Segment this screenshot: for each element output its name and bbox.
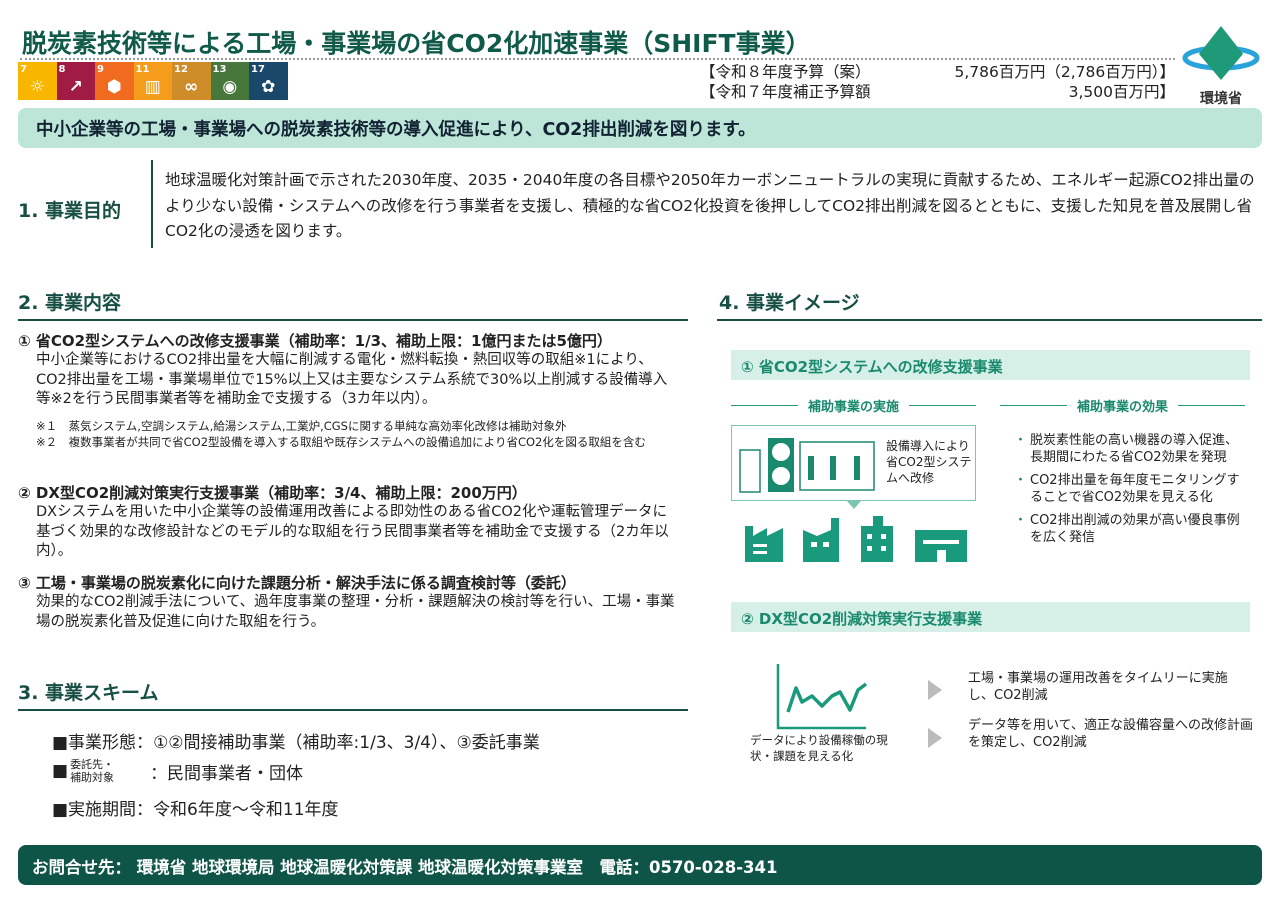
budget-label-r7: 【令和７年度補正予算額 <box>700 83 871 101</box>
sdg-goal-12: 12 ∞ <box>172 62 211 100</box>
building-icon <box>861 516 893 562</box>
sdg-goal-17: 17 ✿ <box>249 62 288 100</box>
left-subheading-text: 補助事業の実施 <box>808 400 900 415</box>
image-box2-title: ② DX型CO2削減対策実行支援事業 <box>731 602 1250 632</box>
dx-result-1: 工場・事業場の運用改善をタイムリーに実施し、CO2削減 <box>968 671 1228 703</box>
mountain-logo-icon <box>1182 26 1260 80</box>
content-item-title: ③ 工場・事業場の脱炭素化に向けた課題分析・解決手法に係る調査検討等（委託） <box>18 574 576 592</box>
content-item-2: ② DX型CO2削減対策実行支援事業（補助率：3/4、補助上限：200万円） D… <box>18 482 678 562</box>
purpose-divider <box>151 160 153 248</box>
contact-footer: お問合せ先： 環境省 地球環境局 地球温暖化対策課 地球温暖化対策事業室 電話：… <box>18 845 1262 885</box>
effect-item: CO2排出量を毎年度モニタリングすることで省CO2効果を見える化 <box>1014 472 1241 506</box>
purpose-text: 地球温暖化対策計画で示された2030年度、2035・2040年度の各目標や205… <box>165 171 1255 240</box>
scheme-label: 委託先・ 補助対象 <box>68 758 150 784</box>
sdg-number: 12 <box>174 64 188 75</box>
sun-icon: ☼ <box>29 77 45 97</box>
city-icon: ▥ <box>144 77 161 97</box>
image-divider <box>717 319 1262 321</box>
callout-text: 設備導入により省CO2型システムへ改修 <box>886 439 972 485</box>
growth-chart-icon: ↗ <box>68 77 83 97</box>
infinity-icon: ∞ <box>184 77 199 97</box>
sdg-number: 13 <box>212 64 227 75</box>
image-box1-title: ① 省CO2型システムへの改修支援事業 <box>731 350 1250 380</box>
sdg-number: 11 <box>135 64 150 75</box>
scheme-label-a: 委託先・ <box>70 758 115 771</box>
scheme-row-period: ■実施期間：令和6年度～令和11年度 <box>52 795 339 820</box>
sdg-goal-11: 11 ▥ <box>133 62 172 100</box>
title-divider <box>20 58 1175 60</box>
equipment-callout: 設備導入により省CO2型システムへ改修 <box>731 425 976 509</box>
scheme-label: ■事業形態： <box>52 733 154 753</box>
arrow-right-icon <box>928 728 942 748</box>
effect-item: CO2排出削減の効果が高い優良事例を広く発信 <box>1014 512 1241 546</box>
sdg-icons: 7 ☼ 8 ↗ 9 ⬢ 11 ▥ 12 ∞ 13 ◉ 17 ✿ <box>18 62 288 100</box>
scheme-value: 令和6年度～令和11年度 <box>153 800 339 820</box>
content-item-title: ② DX型CO2削減対策実行支援事業（補助率：3/4、補助上限：200万円） <box>18 484 527 502</box>
scheme-divider <box>18 709 688 711</box>
content-item-1: ① 省CO2型システムへの改修支援事業（補助率：1/3、補助上限：1億円または5… <box>18 330 678 450</box>
page-title: 脱炭素技術等による工場・事業場の省CO2化加速事業（SHIFT事業） <box>22 29 811 58</box>
sdg-number: 7 <box>20 64 27 75</box>
scheme-label-b: 補助対象 <box>70 771 115 784</box>
line-chart-icon <box>776 664 868 730</box>
factory-2-icon <box>803 518 839 562</box>
logo-text: 環境省 <box>1200 91 1242 107</box>
effect-item: 脱炭素性能の高い機器の導入促進、長期間にわたる省CO2効果を発現 <box>1014 432 1241 466</box>
right-subheading: 補助事業の効果 <box>1000 396 1245 415</box>
flower-icon: ✿ <box>261 77 276 97</box>
budget-block: 【令和８年度予算（案） 5,786百万円（2,786百万円）】 【令和７年度補正予… <box>700 62 1175 102</box>
effect-list: 脱炭素性能の高い機器の導入促進、長期間にわたる省CO2効果を発現 CO2排出量を… <box>1014 432 1241 552</box>
ministry-logo: 環境省 <box>1180 24 1262 108</box>
eye-globe-icon: ◉ <box>222 77 238 97</box>
arrow-right-icon <box>928 680 942 700</box>
sdg-number: 9 <box>97 64 104 75</box>
facility-icons <box>745 516 967 562</box>
scheme-value: ：民間事業者・団体 <box>150 763 304 784</box>
budget-value-r8: 5,786百万円（2,786百万円）】 <box>954 63 1176 81</box>
budget-label-r8: 【令和８年度予算（案） <box>700 63 871 81</box>
sdg-number: 8 <box>58 64 66 75</box>
content-divider <box>18 319 688 321</box>
scheme-row-type: ■事業形態：①②間接補助事業（補助率:1/3、3/4）、③委託事業 <box>52 728 540 753</box>
sdg-goal-9: 9 ⬢ <box>95 62 134 100</box>
image-heading: 4. 事業イメージ <box>719 292 860 314</box>
equipment-icon <box>739 438 875 493</box>
content-item-title: ① 省CO2型システムへの改修支援事業（補助率：1/3、補助上限：1億円または5… <box>18 332 612 350</box>
callout-pointer <box>847 501 861 509</box>
sdg-number: 17 <box>251 64 265 75</box>
cubes-icon: ⬢ <box>106 77 122 97</box>
sdg-goal-7: 7 ☼ <box>18 62 57 100</box>
footnote-2: ※２ 複数事業者が共同で省CO2型設備を導入する取組や既存システムへの設備追加に… <box>36 434 646 449</box>
scheme-label: ■実施期間： <box>52 800 154 820</box>
chart-caption: データにより設備稼働の現状・課題を見える化 <box>750 733 888 763</box>
hospital-icon <box>915 530 967 562</box>
purpose-heading: 1. 事業目的 <box>18 200 122 222</box>
summary-banner: 中小企業等の工場・事業場への脱炭素技術等の導入促進により、CO2排出削減を図りま… <box>18 108 1262 148</box>
footnote-1: ※１ 蒸気システム,空調システム,給湯システム,工業炉,CGSに関する単純な高効… <box>36 418 567 433</box>
scheme-row-target: ■ 委託先・ 補助対象 ：民間事業者・団体 <box>52 758 303 784</box>
left-subheading: 補助事業の実施 <box>731 396 976 415</box>
content-item-body: 効果的なCO2削減手法について、過年度事業の整理・分析・課題解決の検討等を行い、… <box>36 594 675 630</box>
sdg-goal-13: 13 ◉ <box>210 62 249 100</box>
scheme-value: ①②間接補助事業（補助率:1/3、3/4）、③委託事業 <box>153 733 540 753</box>
scheme-heading: 3. 事業スキーム <box>18 682 159 704</box>
content-item-body: DXシステムを用いた中小企業等の設備運用改善による即効性のある省CO2化や運転管… <box>36 504 669 559</box>
right-subheading-text: 補助事業の効果 <box>1077 400 1169 415</box>
square-bullet: ■ <box>52 761 69 781</box>
dx-result-2: データ等を用いて、適正な設備容量への改修計画を策定し、CO2削減 <box>968 718 1253 750</box>
content-heading: 2. 事業内容 <box>18 292 122 314</box>
content-item-body: 中小企業等におけるCO2排出量を大幅に削減する電化・燃料転換・熱回収等の取組※1… <box>36 352 668 407</box>
content-item-3: ③ 工場・事業場の脱炭素化に向けた課題分析・解決手法に係る調査検討等（委託） 効… <box>18 572 678 632</box>
budget-value-r7: 3,500百万円】 <box>1068 83 1175 101</box>
sdg-goal-8: 8 ↗ <box>56 62 95 100</box>
